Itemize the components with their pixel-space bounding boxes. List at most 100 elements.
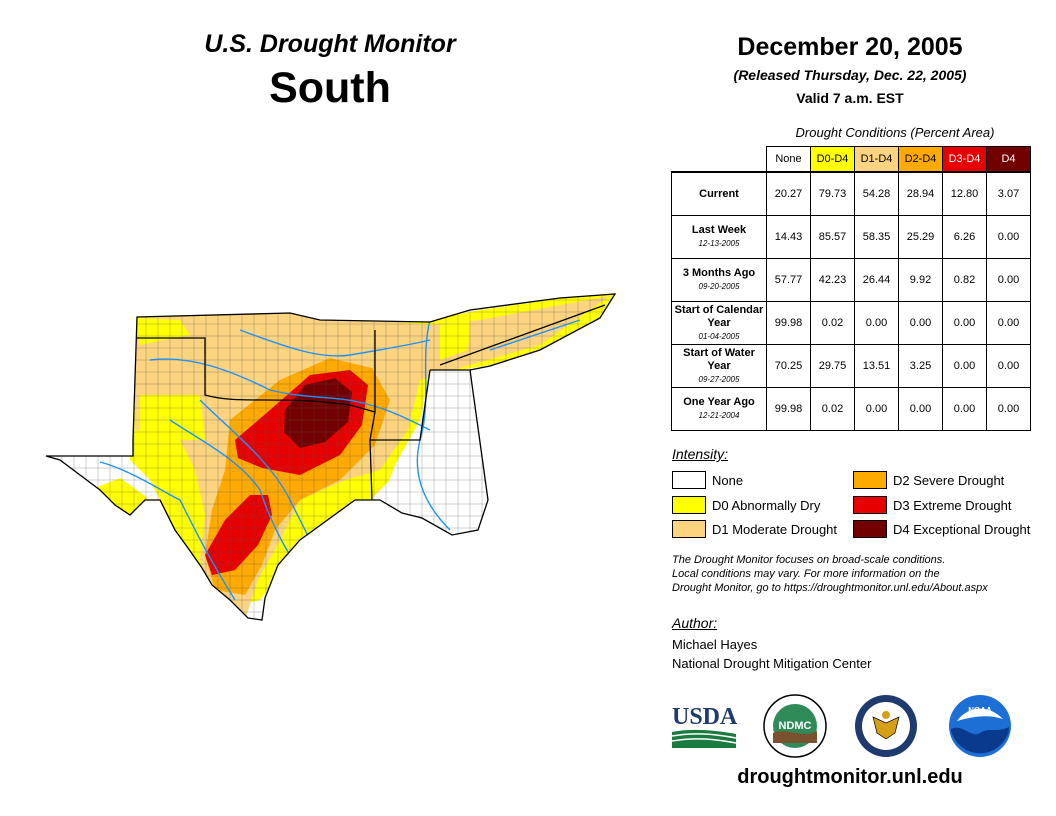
drought-conditions-table: None D0-D4 D1-D4 D2-D4 D3-D4 D4 Current … bbox=[671, 146, 1031, 431]
row-date: 12-21-2004 bbox=[698, 411, 740, 420]
cell-value: 54.28 bbox=[854, 171, 899, 216]
valid-time: Valid 7 a.m. EST bbox=[796, 90, 904, 106]
cell-value: 29.75 bbox=[810, 344, 855, 388]
cell-value: 0.02 bbox=[810, 387, 855, 431]
cell-value: 42.23 bbox=[810, 258, 855, 302]
cell-value: 0.00 bbox=[898, 387, 943, 431]
cell-value: 12.80 bbox=[942, 171, 987, 216]
cell-value: 25.29 bbox=[898, 215, 943, 259]
legend-text: None bbox=[712, 472, 744, 488]
noaa-logo-text: NOAA bbox=[968, 706, 992, 715]
legend-item-none: None bbox=[672, 471, 743, 489]
commerce-seal-logo bbox=[855, 695, 917, 757]
row-label: Current bbox=[671, 171, 767, 216]
row-label: Start of Water Year 09-27-2005 bbox=[671, 344, 767, 388]
region-outline bbox=[45, 293, 617, 621]
cell-value: 0.00 bbox=[854, 387, 899, 431]
ndmc-logo-text: NDMC bbox=[779, 720, 812, 732]
corner-cell bbox=[672, 147, 767, 173]
cell-value: 0.82 bbox=[942, 258, 987, 302]
legend-item-d0: D0 Abnormally Dry bbox=[672, 496, 820, 514]
usda-logo-text: USDA bbox=[672, 704, 738, 730]
arkansas-river bbox=[239, 329, 431, 357]
cell-value: 0.00 bbox=[986, 387, 1031, 431]
red-river bbox=[149, 358, 431, 431]
row-date: 01-04-2005 bbox=[698, 331, 740, 341]
map-date: December 20, 2005 bbox=[737, 33, 963, 61]
row-date: 09-20-2005 bbox=[698, 282, 740, 291]
table-header-row: None D0-D4 D1-D4 D2-D4 D3-D4 D4 bbox=[672, 146, 1031, 173]
oklahoma-texas-border bbox=[137, 337, 376, 413]
legend-label: Intensity: bbox=[672, 446, 729, 462]
cell-value: 0.00 bbox=[986, 344, 1031, 388]
note-line: The Drought Monitor focuses on broad-sca… bbox=[672, 554, 946, 566]
col-header-d2-d4: D2-D4 bbox=[898, 146, 943, 173]
cell-value: 26.44 bbox=[854, 258, 899, 302]
cell-value: 0.00 bbox=[986, 258, 1031, 302]
release-date: (Released Thursday, Dec. 22, 2005) bbox=[733, 67, 967, 83]
table-caption: Drought Conditions (Percent Area) bbox=[795, 125, 995, 140]
author-org: National Drought Mitigation Center bbox=[672, 656, 872, 671]
cell-value: 0.00 bbox=[986, 215, 1031, 259]
legend-item-d3: D3 Extreme Drought bbox=[853, 496, 1012, 514]
legend-swatch bbox=[853, 520, 887, 538]
cell-value: 3.07 bbox=[986, 171, 1031, 216]
drought-map bbox=[45, 293, 617, 621]
col-header-none: None bbox=[766, 146, 811, 173]
cell-value: 0.00 bbox=[986, 301, 1031, 345]
legend-swatch bbox=[853, 471, 887, 489]
table-row: 3 Months Ago 09-20-2005 57.77 42.23 26.44… bbox=[671, 258, 1031, 302]
louisiana-border bbox=[369, 439, 373, 501]
legend-text: D0 Abnormally Dry bbox=[712, 497, 821, 513]
legend-swatch bbox=[672, 496, 706, 514]
col-header-d1-d4: D1-D4 bbox=[854, 146, 899, 173]
colorado-river bbox=[169, 419, 301, 571]
legend-item-d4: D4 Exceptional Drought bbox=[853, 520, 1030, 538]
note-line: Drought Monitor, go to https://droughtmo… bbox=[672, 582, 988, 594]
cell-value: 14.43 bbox=[766, 215, 811, 259]
legend-item-d1: D1 Moderate Drought bbox=[672, 520, 837, 538]
cell-value: 0.02 bbox=[810, 301, 855, 345]
rio-grande bbox=[99, 461, 236, 601]
cell-value: 6.26 bbox=[942, 215, 987, 259]
row-label: One Year Ago 12-21-2004 bbox=[671, 387, 767, 431]
legend-swatch bbox=[672, 520, 706, 538]
info-note: The Drought Monitor focuses on broad-sca… bbox=[672, 553, 1042, 595]
legend-text: D3 Extreme Drought bbox=[893, 497, 1012, 513]
region-title: South bbox=[269, 64, 391, 112]
tennessee-border bbox=[439, 304, 606, 366]
cell-value: 0.00 bbox=[942, 301, 987, 345]
legend-text: D4 Exceptional Drought bbox=[893, 521, 1031, 537]
cell-value: 20.27 bbox=[766, 171, 811, 216]
legend-text: D2 Severe Drought bbox=[893, 472, 1005, 488]
tennessee-river bbox=[489, 319, 581, 351]
note-line: Local conditions may vary. For more info… bbox=[672, 568, 940, 580]
noaa-logo: NOAA bbox=[949, 695, 1011, 757]
map-title: U.S. Drought Monitor bbox=[204, 30, 456, 58]
author-label: Author: bbox=[672, 615, 718, 631]
table-row: One Year Ago 12-21-2004 99.98 0.02 0.00 0… bbox=[671, 387, 1031, 431]
row-date: 12-13-2005 bbox=[698, 239, 740, 248]
author-name: Michael Hayes bbox=[672, 637, 758, 652]
cell-value: 85.57 bbox=[810, 215, 855, 259]
table-row: Last Week 12-13-2005 14.43 85.57 58.35 25… bbox=[671, 215, 1031, 259]
cell-value: 58.35 bbox=[854, 215, 899, 259]
cell-value: 0.00 bbox=[898, 301, 943, 345]
table-row: Current 20.27 79.73 54.28 28.94 12.80 3.… bbox=[671, 171, 1031, 216]
cell-value: 57.77 bbox=[766, 258, 811, 302]
cell-value: 79.73 bbox=[810, 171, 855, 216]
ndmc-logo: NDMC bbox=[763, 694, 827, 758]
website-link[interactable]: droughtmonitor.unl.edu bbox=[737, 766, 963, 788]
row-label: Start of Calendar Year 01-04-2005 bbox=[671, 301, 767, 345]
row-date: 09-27-2005 bbox=[698, 374, 740, 384]
col-header-d3-d4: D3-D4 bbox=[942, 146, 987, 173]
row-label: Last Week 12-13-2005 bbox=[671, 215, 767, 259]
table-row: Start of Calendar Year 01-04-2005 99.98 0… bbox=[671, 301, 1031, 345]
cell-value: 99.98 bbox=[766, 301, 811, 345]
col-header-d4: D4 bbox=[986, 146, 1031, 173]
cell-value: 0.00 bbox=[942, 387, 987, 431]
cell-value: 70.25 bbox=[766, 344, 811, 388]
usda-logo: USDA bbox=[671, 704, 738, 748]
cell-value: 99.98 bbox=[766, 387, 811, 431]
legend-swatch bbox=[672, 471, 706, 489]
